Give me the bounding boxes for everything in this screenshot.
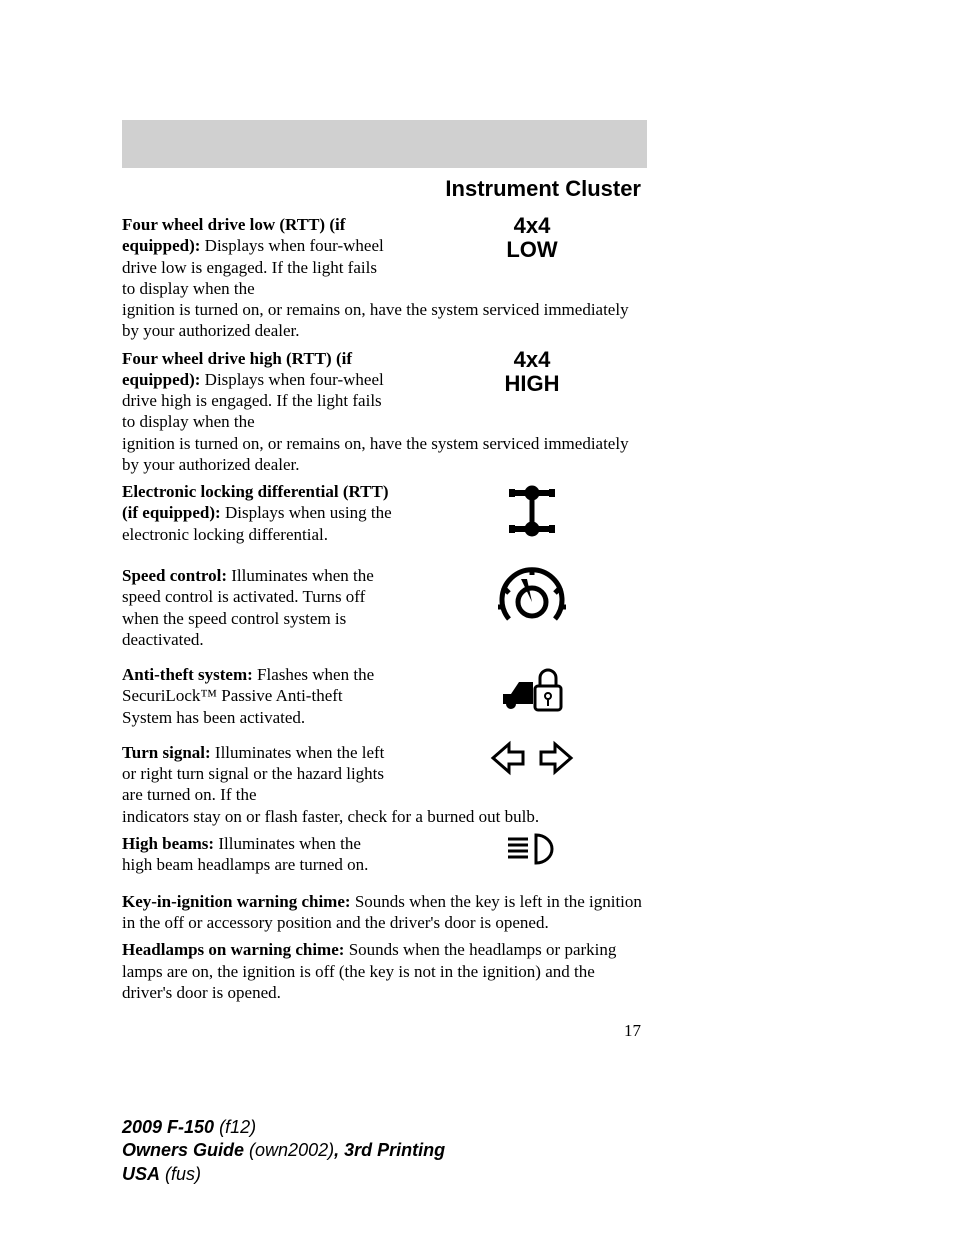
entry-text-narrow: Four wheel drive high (RTT) (if equipped… [122,348,392,433]
page-number: 17 [122,1021,647,1041]
entry-high-beams: High beams: Illuminates when the high be… [122,833,647,877]
icon-text-line1: 4x4 [452,348,612,372]
entry-lead: Anti-theft system: [122,665,253,684]
icon-text-line2: HIGH [452,372,612,396]
section-title: Instrument Cluster [122,176,647,202]
page-content: Instrument Cluster 4x4 LOW Four wheel dr… [122,120,647,1041]
entry-text-full: indicators stay on or flash faster, chec… [122,806,647,827]
footer-line2: Owners Guide (own2002), 3rd Printing [122,1139,445,1162]
footer-printing: 3rd Printing [344,1140,445,1160]
footer-line3: USA (fus) [122,1163,445,1186]
entry-turn-signal: Turn signal: Illuminates when the left o… [122,742,647,827]
entry-lead: High beams: [122,834,214,853]
entry-text-full: ignition is turned on, or remains on, ha… [122,433,647,476]
footer-line1: 2009 F-150 (f12) [122,1116,445,1139]
icon-4x4-low: 4x4 LOW [452,214,612,262]
entry-text-narrow: Electronic locking differential (RTT) (i… [122,481,392,545]
footer-region-code: (fus) [165,1164,201,1184]
entry-text-narrow: Turn signal: Illuminates when the left o… [122,742,392,806]
entry-text-narrow: Anti-theft system: Flashes when the Secu… [122,664,392,728]
entry-antitheft: Anti-theft system: Flashes when the Secu… [122,664,647,728]
differential-icon [452,481,612,541]
footer-guide-code: (own2002) [249,1140,334,1160]
icon-4x4-high: 4x4 HIGH [452,348,612,396]
entry-4x4-low: 4x4 LOW Four wheel drive low (RTT) (if e… [122,214,647,342]
entry-text-narrow: Four wheel drive low (RTT) (if equipped)… [122,214,392,299]
entry-text-full: Headlamps on warning chime: Sounds when … [122,939,647,1003]
entry-headlamp-chime: Headlamps on warning chime: Sounds when … [122,939,647,1003]
entry-lead: Turn signal: [122,743,211,762]
icon-text-line2: LOW [452,238,612,262]
entry-text-narrow: High beams: Illuminates when the high be… [122,833,392,876]
footer: 2009 F-150 (f12) Owners Guide (own2002),… [122,1116,445,1186]
entry-lead: Key-in-ignition warning chime: [122,892,351,911]
entry-lead: Speed control: [122,566,227,585]
header-bar [122,120,647,168]
high-beam-icon [452,829,612,869]
entry-text-narrow: Speed control: Illuminates when the spee… [122,565,392,650]
entry-lead: Headlamps on warning chime: [122,940,344,959]
footer-guide: Owners Guide [122,1140,244,1160]
icon-text-line1: 4x4 [452,214,612,238]
entry-locking-diff: Electronic locking differential (RTT) (i… [122,481,647,551]
entry-text-full: Key-in-ignition warning chime: Sounds wh… [122,891,647,934]
entry-key-chime: Key-in-ignition warning chime: Sounds wh… [122,891,647,934]
footer-model: 2009 F-150 [122,1117,214,1137]
speedometer-icon [452,565,612,639]
antitheft-icon [452,664,612,716]
entry-4x4-high: 4x4 HIGH Four wheel drive high (RTT) (if… [122,348,647,476]
footer-region: USA [122,1164,160,1184]
turn-signal-icon [452,740,612,776]
entry-text-full: ignition is turned on, or remains on, ha… [122,299,647,342]
footer-model-code: (f12) [219,1117,256,1137]
entry-speed-control: Speed control: Illuminates when the spee… [122,565,647,650]
